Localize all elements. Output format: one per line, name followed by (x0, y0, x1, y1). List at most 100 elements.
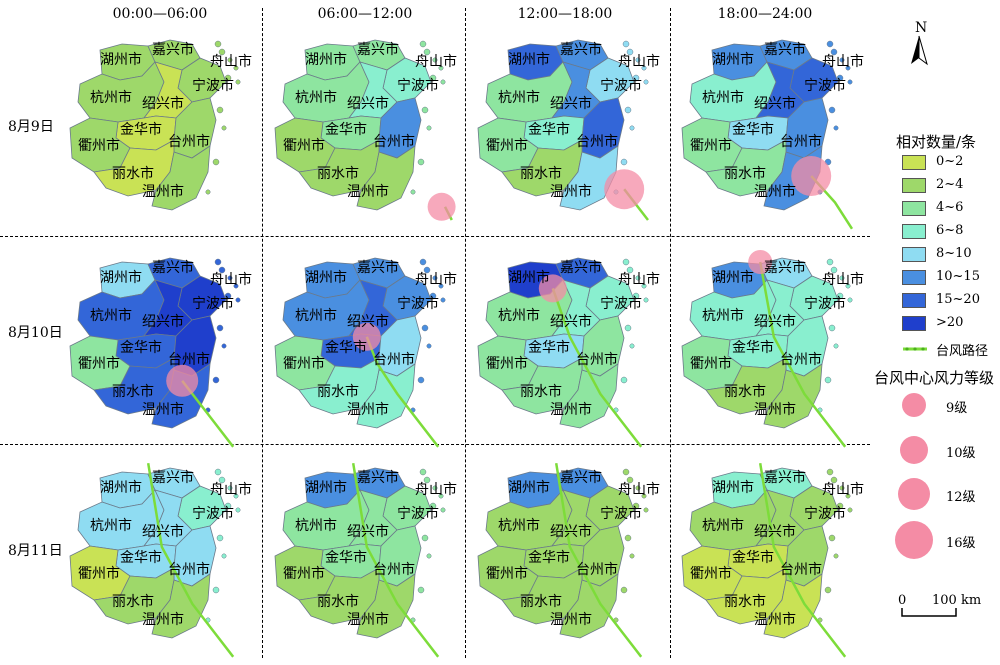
legend-wind-dot (900, 436, 928, 464)
region-zhoushan-island (216, 324, 224, 332)
region-zhoushan-island (643, 297, 649, 303)
region-zhoushan-island (624, 324, 632, 332)
typhoon-center (352, 322, 381, 351)
region-zhoushan-island (629, 125, 635, 131)
legend-class-label: 8~10 (936, 246, 972, 261)
row-header-aug11: 8月11日 (8, 543, 63, 559)
city-label-jinhua: 金华市 (528, 549, 570, 566)
region-zhoushan-island (440, 297, 446, 303)
legend-class-label: 15~20 (936, 292, 980, 307)
typhoon-center (604, 169, 645, 210)
region-zhoushan-island (440, 79, 446, 85)
legend-class-label: >20 (936, 315, 964, 330)
city-label-hangzhou: 杭州市 (90, 307, 132, 324)
region-zhoushan-island (845, 283, 851, 289)
city-label-jiaxing: 嘉兴市 (560, 469, 602, 486)
column-header-1: 00:00—06:00 (112, 6, 208, 22)
region-zhoushan-island (847, 79, 853, 85)
region-zhoushan-island (836, 502, 844, 510)
region-zhoushan-island (227, 57, 233, 63)
city-label-lishui: 丽水市 (317, 383, 359, 400)
region-zhoushan-island (417, 586, 425, 594)
region-zhoushan-island (641, 65, 647, 71)
region-zhoushan-island (828, 534, 836, 542)
region-zhoushan-island (426, 343, 432, 349)
region-zhoushan-island (826, 40, 834, 48)
region-wenzhou (356, 573, 416, 639)
region-zhoushan-island (824, 586, 832, 594)
scale-bar: 0 100 km (898, 593, 981, 617)
city-label-huzhou: 湖州市 (305, 479, 347, 496)
city-label-shaoxing: 绍兴市 (347, 313, 389, 330)
city-label-ningbo: 宁波市 (397, 77, 439, 94)
row-header-aug9: 8月9日 (8, 119, 54, 135)
grid-divider-h1 (0, 236, 870, 237)
region-zhoushan-island (620, 376, 628, 384)
city-label-shaoxing: 绍兴市 (142, 313, 184, 330)
region-zhoushan-island (216, 534, 224, 542)
region-zhoushan-island (419, 258, 427, 266)
city-label-lishui: 丽水市 (520, 593, 562, 610)
legend-wind-dot (902, 393, 926, 417)
region-zhoushan-island (643, 507, 649, 513)
region-zhoushan-island (845, 493, 851, 499)
region-zhoushan-island (417, 376, 425, 384)
city-label-ningbo: 宁波市 (397, 295, 439, 312)
grid-divider-v3 (670, 8, 671, 658)
typhoon-center (166, 364, 199, 397)
region-zhoushan-island (205, 189, 211, 195)
city-label-taizhou: 台州市 (168, 351, 210, 368)
region-zhoushan-island (847, 297, 853, 303)
region-zhoushan-island (212, 586, 220, 594)
region-zhoushan-island (421, 534, 429, 542)
region-zhoushan-island (626, 266, 634, 274)
city-label-jiaxing: 嘉兴市 (357, 469, 399, 486)
city-label-zhoushan: 舟山市 (822, 481, 864, 498)
city-label-jiaxing: 嘉兴市 (357, 259, 399, 276)
city-label-jinhua: 金华市 (732, 339, 774, 356)
region-zhoushan-island (635, 275, 641, 281)
legend-class-label: 2~4 (936, 177, 964, 192)
legend-wind-dot (895, 521, 933, 559)
city-label-shaoxing: 绍兴市 (142, 523, 184, 540)
legend-wind-dot (898, 478, 930, 510)
city-label-quzhou: 衢州市 (486, 137, 528, 154)
region-zhoushan-island (426, 553, 432, 559)
region-wenzhou (356, 363, 416, 429)
region-zhoushan-island (227, 485, 233, 491)
city-label-wenzhou: 温州市 (754, 183, 796, 200)
city-label-shaoxing: 绍兴市 (550, 523, 592, 540)
city-label-lishui: 丽水市 (112, 383, 154, 400)
region-zhoushan-island (221, 343, 227, 349)
region-zhoushan-island (632, 292, 640, 300)
city-label-jiaxing: 嘉兴市 (357, 41, 399, 58)
region-zhoushan-island (235, 507, 241, 513)
region-zhoushan-island (224, 292, 232, 300)
city-label-jiaxing: 嘉兴市 (152, 469, 194, 486)
city-label-shaoxing: 绍兴市 (550, 95, 592, 112)
city-label-jiaxing: 嘉兴市 (764, 41, 806, 58)
region-zhoushan-island (410, 189, 416, 195)
region-zhoushan-island (629, 343, 635, 349)
row-header-aug10: 8月10日 (8, 325, 63, 341)
city-label-zhoushan: 舟山市 (210, 53, 252, 70)
city-label-wenzhou: 温州市 (754, 611, 796, 628)
region-zhoushan-island (429, 502, 437, 510)
city-label-wenzhou: 温州市 (347, 611, 389, 628)
region-zhoushan-island (635, 57, 641, 63)
region-zhoushan-island (847, 507, 853, 513)
city-label-huzhou: 湖州市 (100, 269, 142, 286)
region-zhoushan-island (227, 275, 233, 281)
city-label-zhoushan: 舟山市 (618, 481, 660, 498)
city-label-hangzhou: 杭州市 (702, 89, 744, 106)
region-zhoushan-island (212, 158, 220, 166)
region-zhoushan-island (824, 376, 832, 384)
city-label-hangzhou: 杭州市 (498, 307, 540, 324)
region-zhoushan-island (216, 106, 224, 114)
legend-class-label: 4~6 (936, 200, 964, 215)
legend-track-label: 台风路径 (936, 344, 989, 359)
typhoon-track (758, 261, 847, 448)
